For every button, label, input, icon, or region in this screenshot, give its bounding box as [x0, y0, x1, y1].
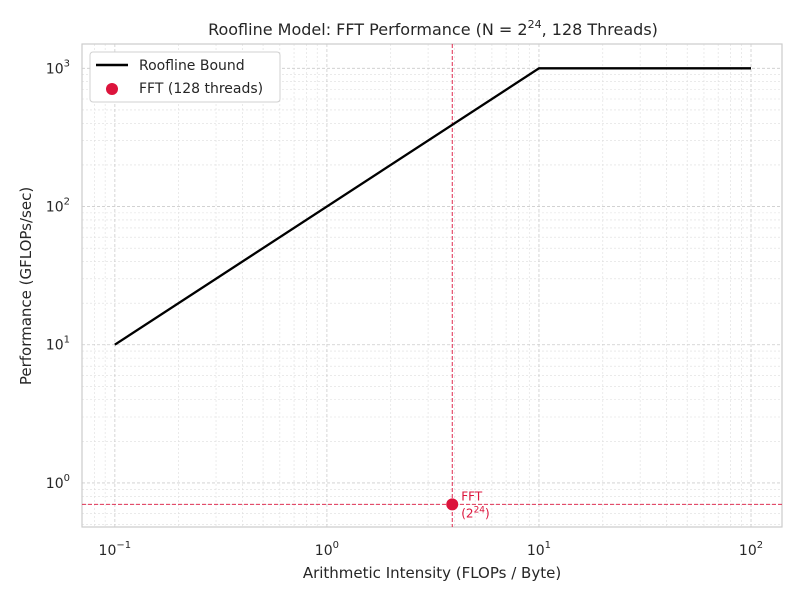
legend-marker-swatch	[106, 83, 118, 95]
x-tick-label: 101	[527, 540, 551, 559]
y-tick-label: 103	[46, 58, 70, 77]
annotation-fft: FFT	[461, 489, 483, 503]
x-axis-label: Arithmetic Intensity (FLOPs / Byte)	[303, 564, 561, 582]
y-tick-label: 101	[46, 335, 70, 354]
y-tick-label: 102	[46, 197, 70, 216]
series-layer	[114, 67, 751, 511]
y-axis-label: Performance (GFLOPs/sec)	[17, 187, 35, 385]
annotation-exponent: (224)	[461, 505, 489, 520]
x-tick-label: 102	[739, 540, 763, 559]
roofline-bound-line	[114, 67, 751, 346]
x-tick-label: 100	[315, 540, 339, 559]
legend-label-roofline: Roofline Bound	[139, 58, 245, 74]
chart-title: Roofline Model: FFT Performance (N = 224…	[208, 18, 658, 39]
legend-box	[89, 51, 281, 103]
plot-frame	[81, 43, 783, 528]
x-tick-label: 10−1	[99, 540, 132, 559]
legend-label-fft: FFT (128 threads)	[139, 81, 263, 97]
y-tick-label: 100	[46, 473, 70, 492]
tick-labels: 10−1 100 101 102 100 101 102 103	[46, 58, 763, 559]
legend: Roofline Bound FFT (128 threads)	[89, 51, 281, 103]
fft-data-point	[446, 498, 459, 511]
